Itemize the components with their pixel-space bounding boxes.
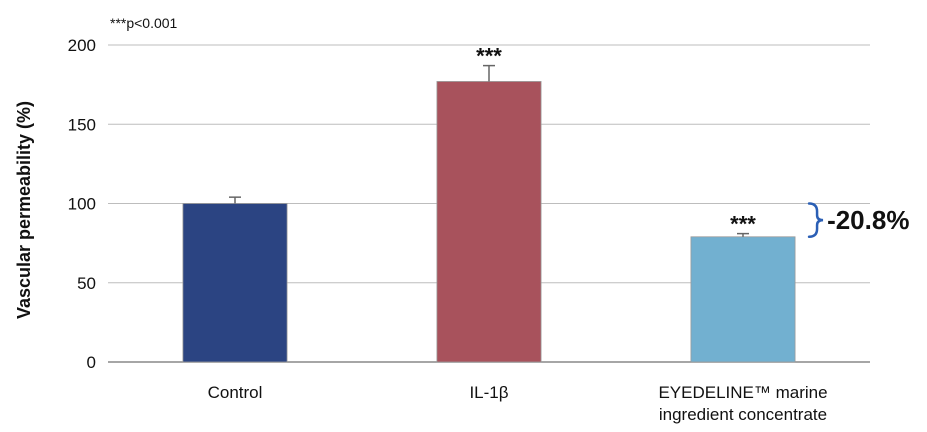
bars	[182, 81, 796, 363]
error-bars	[229, 64, 749, 237]
category-label: Control	[208, 383, 263, 402]
brace-icon	[807, 202, 824, 239]
y-axis-label: Vascular permeability (%)	[14, 101, 34, 319]
significance-note: ***p<0.001	[110, 15, 178, 31]
significance-marker: ***	[476, 44, 502, 69]
significance-marker: ***	[730, 212, 756, 237]
significance-markers: *** ***	[476, 44, 756, 237]
category-label: EYEDELINE™ marine ingredient concentrate	[658, 383, 827, 424]
y-tick-labels: 0 50 100 150 200	[68, 36, 96, 372]
category-label: IL-1β	[469, 383, 508, 402]
difference-annotation: -20.8%	[827, 205, 909, 235]
y-tick-label: 100	[68, 195, 96, 214]
y-tick-label: 0	[87, 353, 96, 372]
bar	[436, 81, 542, 363]
category-labels: Control IL-1β EYEDELINE™ marine ingredient …	[208, 383, 828, 424]
y-tick-label: 200	[68, 36, 96, 55]
bar	[182, 203, 288, 363]
bar	[690, 236, 796, 363]
y-tick-label: 50	[77, 274, 96, 293]
y-tick-label: 150	[68, 115, 96, 134]
